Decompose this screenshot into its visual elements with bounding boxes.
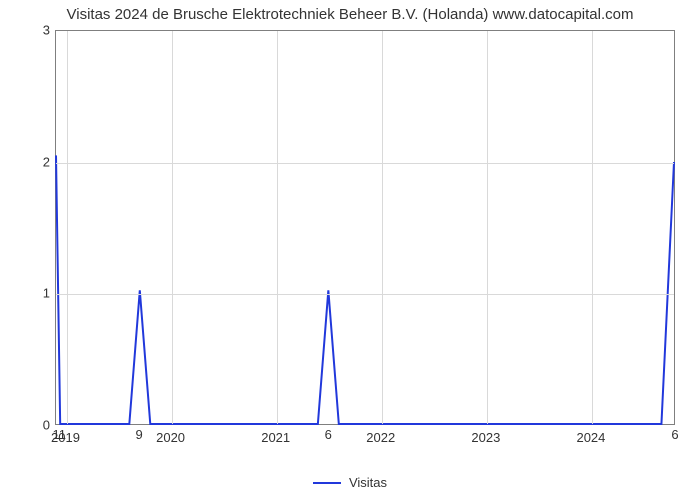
gridline-v [382,31,383,424]
x-tick-label: 2020 [156,430,185,445]
series-data-label: 6 [671,427,678,442]
plot-area [55,30,675,425]
y-tick-label: 3 [10,23,50,38]
series-data-label: 9 [135,427,142,442]
x-tick-label: 2024 [576,430,605,445]
legend-label: Visitas [349,475,387,490]
x-tick-label: 2022 [366,430,395,445]
x-tick-label: 2023 [471,430,500,445]
x-tick-label: 2021 [261,430,290,445]
gridline-h [56,294,674,295]
gridline-v [172,31,173,424]
chart-title: Visitas 2024 de Brusche Elektrotechniek … [0,6,700,23]
gridline-v [487,31,488,424]
y-tick-label: 2 [10,154,50,169]
gridline-h [56,163,674,164]
series-data-label: 11 [52,427,66,442]
gridline-v [277,31,278,424]
series-data-label: 6 [325,427,332,442]
gridline-v [67,31,68,424]
gridline-v [592,31,593,424]
visits-line-chart: Visitas 2024 de Brusche Elektrotechniek … [0,0,700,500]
legend-swatch [313,482,341,484]
line-series [56,31,674,424]
y-tick-label: 1 [10,286,50,301]
y-tick-label: 0 [10,418,50,433]
legend: Visitas [0,474,700,490]
